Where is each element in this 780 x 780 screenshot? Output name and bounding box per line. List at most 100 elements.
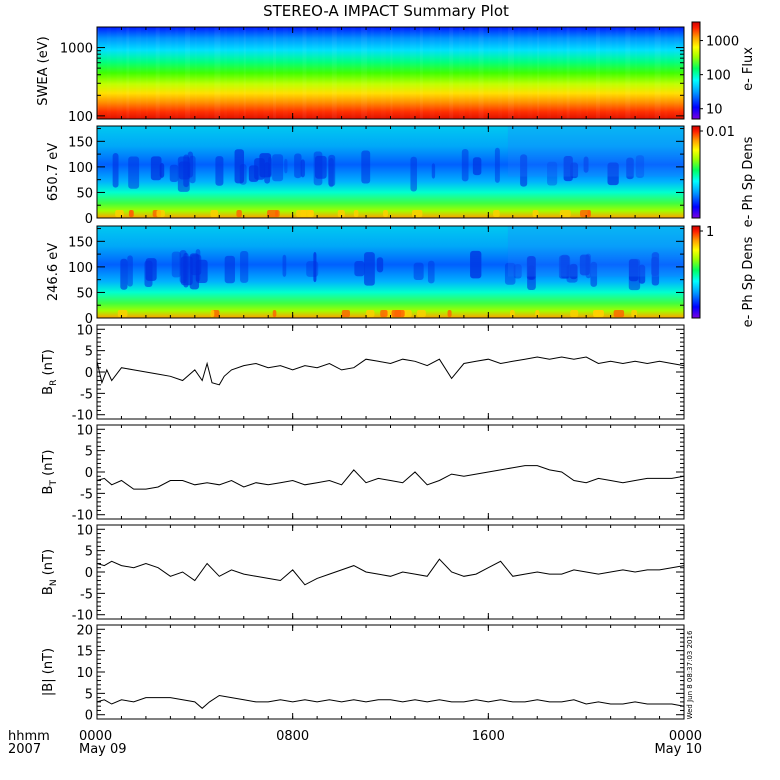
pad-blob <box>494 147 500 183</box>
time-unit-label: hhmm <box>8 729 50 744</box>
time-tick-label: 0800 <box>276 729 309 744</box>
pad-blob <box>315 155 327 179</box>
y-tick-label: 150 <box>68 135 93 150</box>
swea-streak <box>195 27 197 119</box>
pad-blob <box>579 254 590 276</box>
swea-streak <box>322 27 325 119</box>
y-tick-label: 5 <box>85 445 93 460</box>
y-axis-label: 246.6 eV <box>46 243 61 301</box>
pad-blob <box>180 256 193 286</box>
pad-blob <box>128 156 140 189</box>
pad-blob <box>528 265 535 280</box>
time-tick-label: 0000 <box>669 729 702 744</box>
y-tick-label: 5 <box>85 545 93 560</box>
pad-hotspot <box>559 210 571 217</box>
pad-hotspot <box>416 310 426 317</box>
pad-blob <box>651 252 660 286</box>
pad-hotspot <box>267 210 278 217</box>
swea-streak <box>117 27 123 119</box>
swea-streak <box>507 27 514 119</box>
swea-streak <box>547 27 551 119</box>
swea-streak <box>234 27 239 119</box>
pad-hotspot <box>366 310 375 317</box>
swea-streak <box>293 27 295 119</box>
swea-streak <box>283 27 288 119</box>
series-line <box>96 694 685 709</box>
pad-hotspot <box>509 310 515 317</box>
chart-title: STEREO-A IMPACT Summary Plot <box>263 2 509 20</box>
colorbar-label: e- Ph Sp Dens <box>741 136 756 227</box>
pad-blob <box>470 250 482 279</box>
swea-streak <box>243 27 246 119</box>
colorbar <box>691 125 701 219</box>
y-tick-label: 1000 <box>60 42 93 57</box>
pad-blob <box>513 264 522 279</box>
y-tick-label: 0 <box>85 566 93 581</box>
y-tick-label: 10 <box>76 666 93 681</box>
pad-hotspot <box>156 210 165 217</box>
swea-streak <box>136 27 141 119</box>
series-line <box>96 558 685 586</box>
pad-region <box>507 126 684 177</box>
pad-blob <box>650 256 659 276</box>
swea-streak <box>224 27 227 119</box>
colorbar <box>691 21 701 120</box>
y-tick-label: 10 <box>76 323 93 338</box>
swea-streak <box>595 27 600 119</box>
pad-blob <box>628 258 641 291</box>
pad-blob <box>607 162 619 186</box>
swea-streak <box>654 27 661 119</box>
y-axis-label: BN (nT) <box>41 549 59 595</box>
swea-streak <box>273 27 277 119</box>
swea-streak <box>302 27 307 119</box>
colorbar-tick-label: 0.01 <box>706 125 735 140</box>
pad-blob <box>569 263 578 280</box>
pad-hotspot <box>117 310 128 317</box>
pad-hotspot <box>394 310 405 317</box>
pad-blob <box>215 156 224 186</box>
line-panel: -10 -5 0 5 10 BT (nT) <box>41 423 685 524</box>
time-tick-label: 1600 <box>472 729 505 744</box>
y-tick-label: 5 <box>85 687 93 702</box>
swea-streak <box>155 27 160 119</box>
pad-hotspot <box>613 310 625 317</box>
y-tick-label: 0 <box>85 466 93 481</box>
colorbar-label: e- Flux <box>741 47 756 91</box>
pad-blob <box>328 154 336 187</box>
pad-blob <box>520 154 528 187</box>
swea-streak <box>331 27 337 119</box>
swea-streak <box>351 27 355 119</box>
line-frame <box>96 624 685 720</box>
swea-streak <box>381 27 386 119</box>
pad-blob <box>171 251 181 278</box>
swea-streak <box>449 27 454 119</box>
y-tick-label: 20 <box>76 623 93 638</box>
pad-blob <box>570 162 579 179</box>
colorbar-tick-label: 10 <box>706 103 723 118</box>
pad-blob <box>313 251 317 283</box>
colorbar-tick-label: 100 <box>706 69 731 84</box>
pad-hotspot <box>210 310 215 317</box>
pad-blob <box>112 152 119 188</box>
y-tick-label: -10 <box>72 609 93 624</box>
swea-streak <box>410 27 416 119</box>
swea-streak <box>371 27 374 119</box>
pad-hotspot <box>115 210 124 217</box>
series-line <box>96 356 685 386</box>
swea-streak <box>165 27 171 119</box>
pad-blob <box>472 157 482 176</box>
pad-blob <box>376 257 384 273</box>
pad-blob <box>224 255 235 284</box>
pad-blob <box>427 260 435 284</box>
pad-hotspot <box>580 210 591 217</box>
swea-streak <box>390 27 393 119</box>
swea-streak <box>126 27 130 119</box>
y-tick-label: 100 <box>68 261 93 276</box>
swea-streak <box>185 27 191 119</box>
pad-panel: 0 50 100 150 246.6 eV 1 <box>46 225 714 327</box>
pad-region <box>507 226 684 277</box>
swea-streak <box>469 27 472 119</box>
y-tick-label: 5 <box>85 345 93 360</box>
swea-streak <box>576 27 581 119</box>
swea-streak <box>518 27 521 119</box>
